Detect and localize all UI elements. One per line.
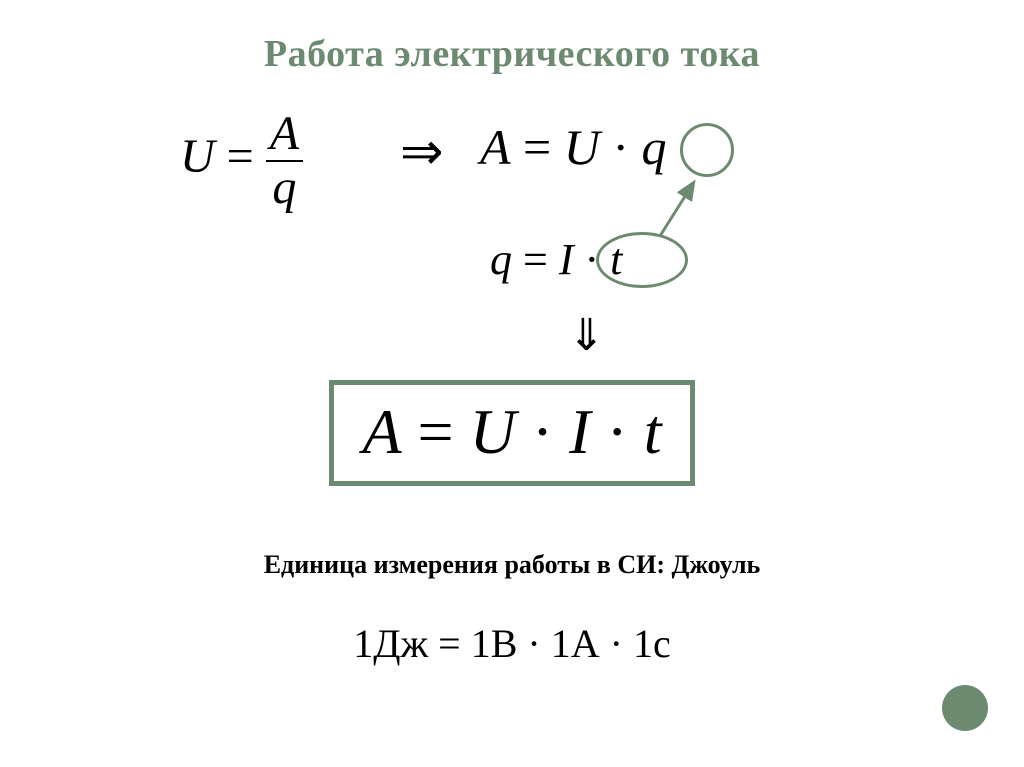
sym-dot4a: ·: [516, 396, 569, 467]
unit-eq: =: [428, 621, 471, 666]
circle-annotation-q: [680, 123, 734, 177]
fraction: Aq: [266, 110, 303, 212]
sym-q: q: [266, 160, 303, 212]
circle-annotation-it: [596, 232, 688, 288]
sym-A: A: [266, 110, 303, 160]
subtitle: Единица измерения работы в СИ: Джоуль: [0, 550, 1024, 580]
sym-eq: =: [215, 130, 266, 183]
sym-U2: U: [564, 119, 600, 175]
sym-A2: A: [480, 119, 511, 175]
sym-q3: q: [490, 235, 512, 284]
unit-dot2: ·: [600, 621, 633, 666]
sym-eq4: =: [402, 396, 470, 467]
unit-lhs: 1Дж: [353, 621, 428, 666]
corner-decoration: [942, 685, 988, 731]
subtitle-text: Единица измерения работы в СИ: Джоуль: [264, 550, 761, 579]
sym-I3: I: [559, 235, 574, 284]
sym-U: U: [180, 130, 215, 183]
sym-eq2: =: [511, 119, 564, 175]
sym-q2: q: [642, 119, 667, 175]
unit-s: 1с: [633, 621, 671, 666]
unit-a: 1А: [551, 621, 600, 666]
sym-A4: A: [362, 396, 401, 467]
title-text: Работа электрического тока: [264, 33, 760, 75]
boxed-formula-wrap: A = U · I · t: [0, 380, 1024, 486]
formula-joule-unit: 1Дж = 1В · 1А · 1с: [0, 620, 1024, 667]
implies-arrow-1: ⇒: [400, 122, 444, 182]
sym-dot2: ·: [600, 119, 642, 175]
sym-dot4b: ·: [590, 396, 643, 467]
implies-arrow-2: ⇓: [568, 310, 605, 361]
implies-down-symbol: ⇓: [568, 311, 605, 360]
unit-dot1: ·: [517, 621, 550, 666]
sym-I4: I: [569, 396, 590, 467]
page-title: Работа электрического тока: [0, 32, 1024, 76]
formula-a-eq-u-q: A = U · q: [480, 118, 667, 176]
formula-u-eq-a-over-q: U = Aq: [180, 110, 303, 212]
implies-symbol: ⇒: [400, 124, 444, 181]
sym-U4: U: [470, 396, 516, 467]
slide: Работа электрического тока U = Aq ⇒ A = …: [0, 0, 1024, 767]
sym-eq3: =: [512, 235, 559, 284]
sym-t4: t: [644, 396, 662, 467]
boxed-formula: A = U · I · t: [329, 380, 694, 486]
unit-v: 1В: [471, 621, 518, 666]
